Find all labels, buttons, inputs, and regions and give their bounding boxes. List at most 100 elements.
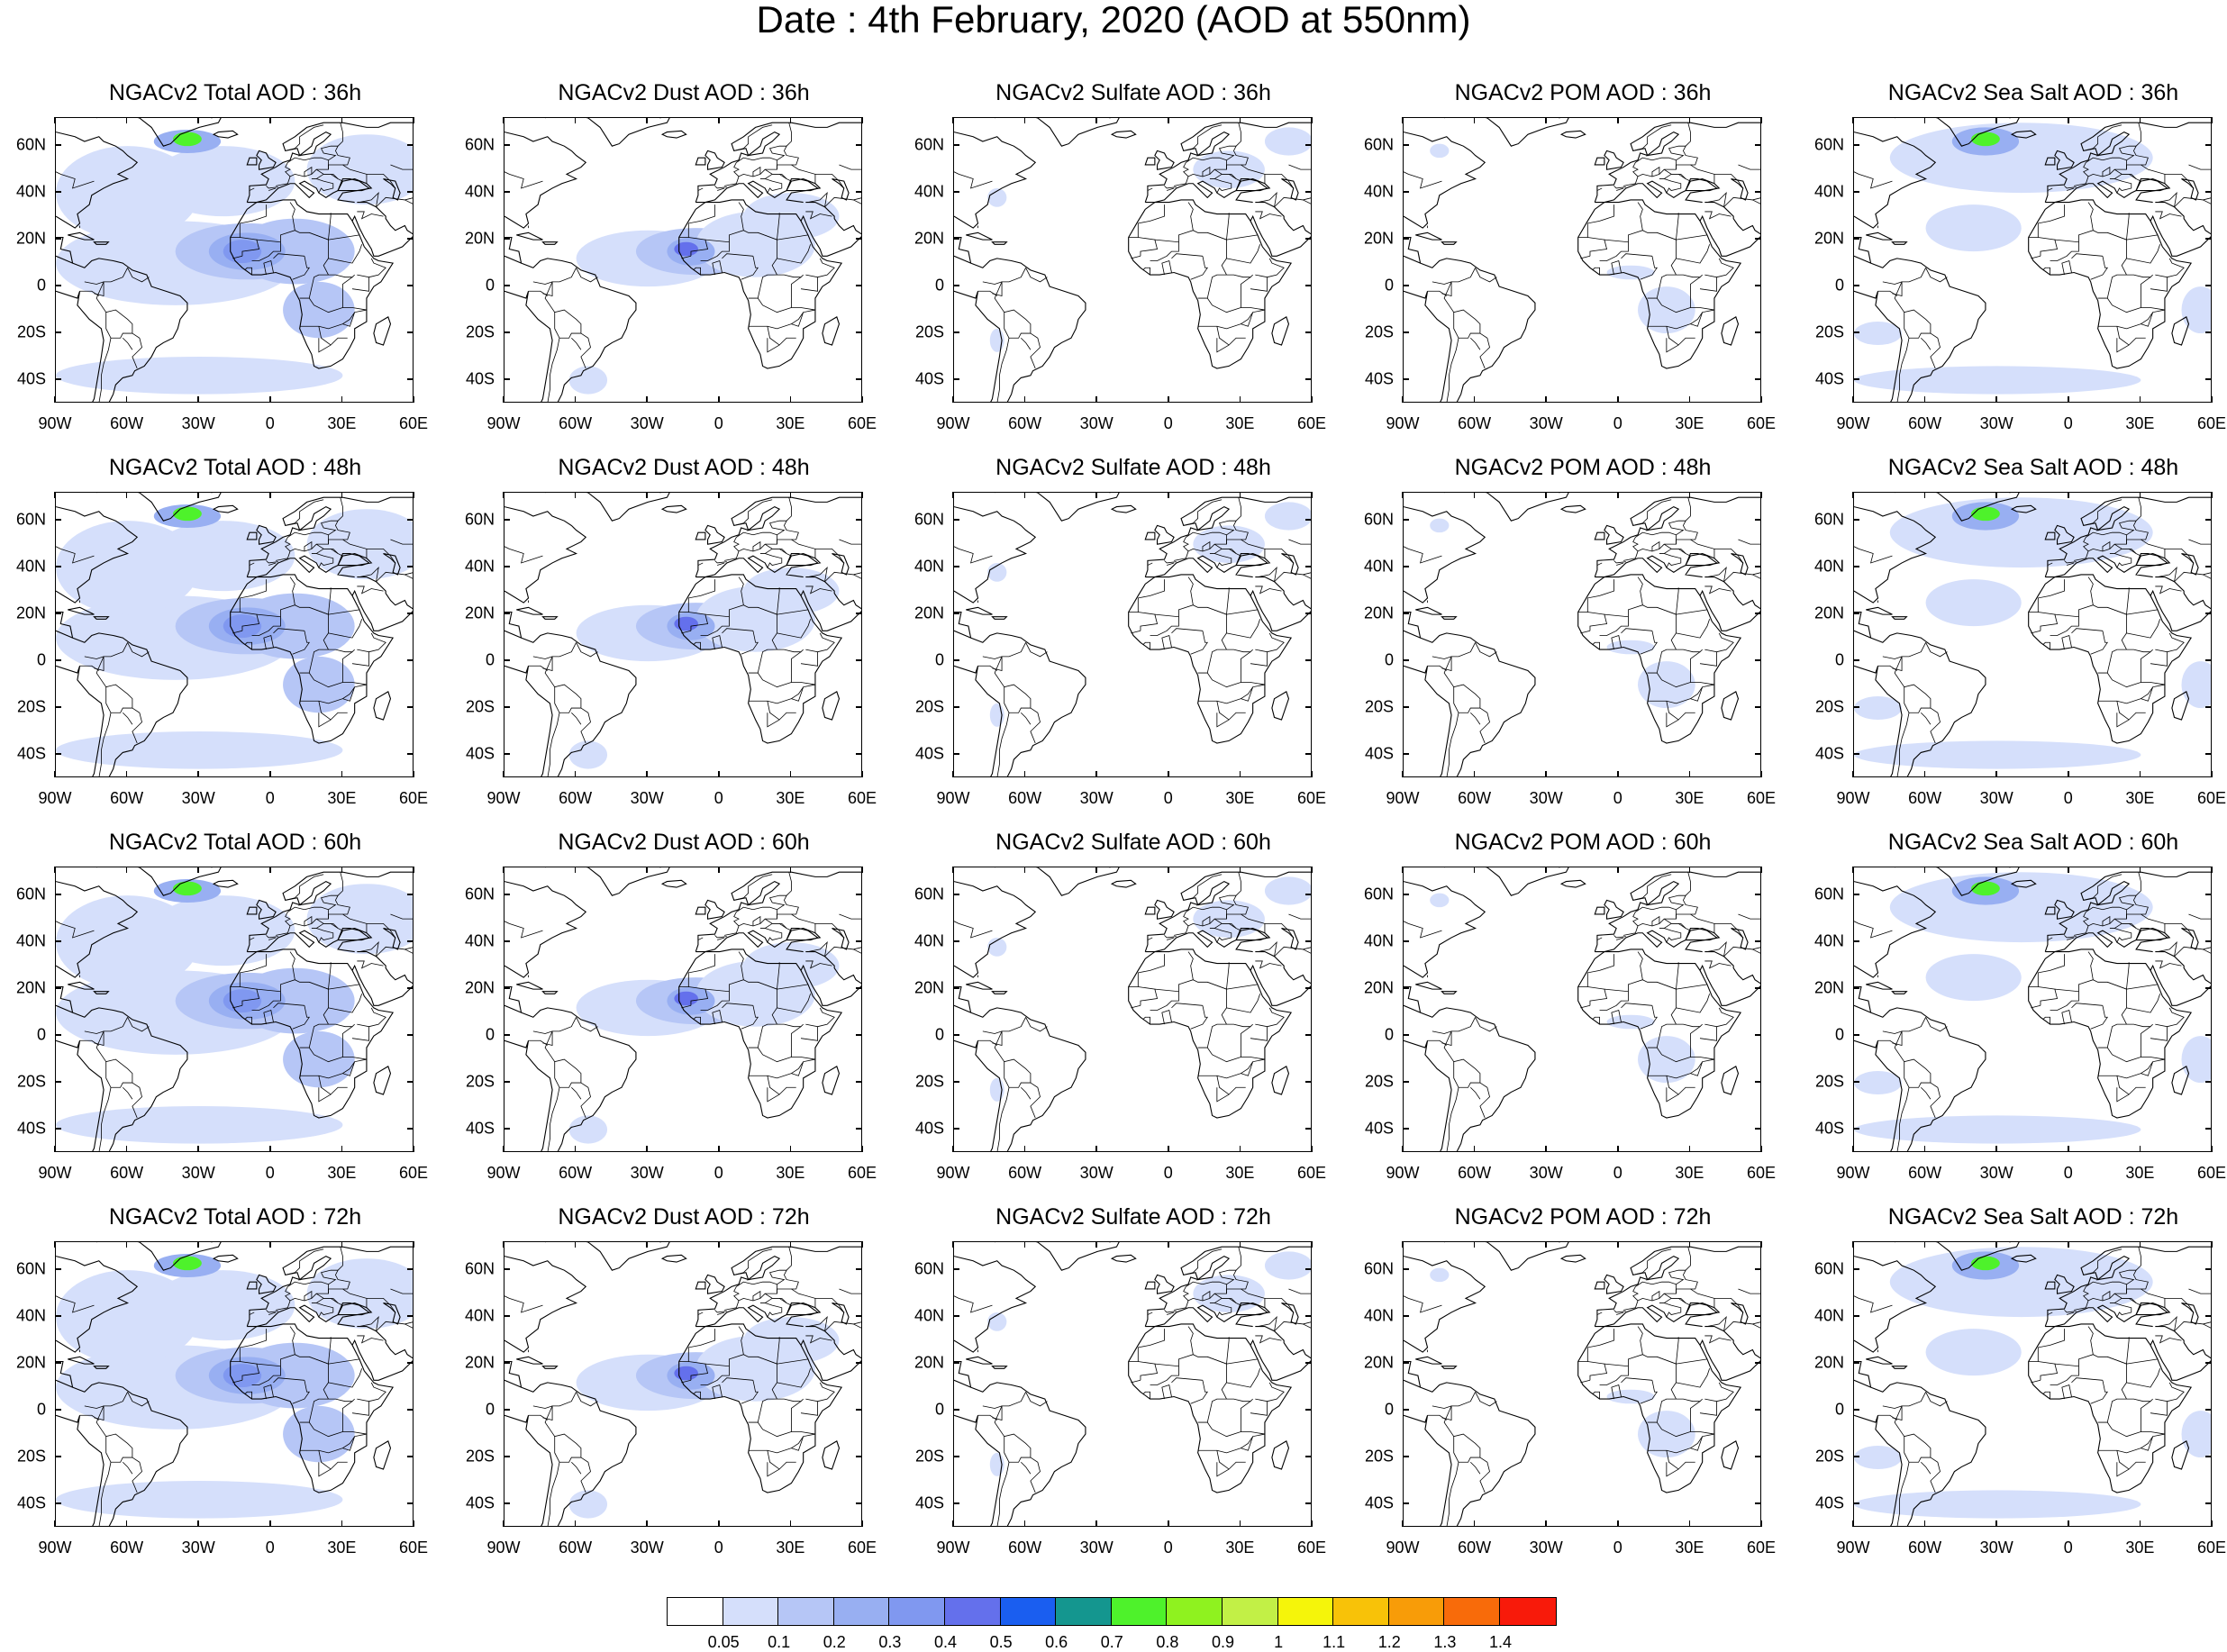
lat-tick: [55, 706, 61, 708]
longitude-label: 30E: [776, 1164, 805, 1182]
latitude-label: 60N: [1813, 135, 1844, 154]
map-frame: [953, 867, 1312, 1152]
aod-field-patch: [987, 562, 1007, 582]
latitude-label: 0: [485, 1025, 495, 1044]
lat-tick: [856, 144, 862, 146]
longitude-label: 90W: [486, 789, 521, 807]
latitude-label: 40S: [16, 369, 46, 388]
lat-tick: [856, 940, 862, 942]
aod-field-patch: [743, 942, 840, 990]
longitude-label: 60E: [847, 1539, 877, 1557]
lon-tick: [341, 1520, 343, 1527]
lat-tick: [55, 566, 61, 567]
aod-map: [56, 118, 413, 402]
lat-tick: [407, 331, 414, 333]
longitude-label: 30E: [327, 789, 357, 807]
lat-tick: [407, 753, 414, 755]
lon-tick: [1402, 1241, 1404, 1248]
lon-tick: [646, 396, 648, 403]
lat-tick: [1403, 191, 1409, 193]
aod-field-patch: [1971, 1256, 2000, 1271]
lon-tick: [1617, 771, 1619, 777]
longitude-label: 90W: [486, 1164, 521, 1182]
lon-tick: [1995, 1520, 1997, 1527]
lon-tick: [1688, 492, 1691, 498]
lat-tick: [1403, 894, 1409, 895]
aod-field-patch: [1854, 1446, 1903, 1470]
longitude-label: 60E: [1296, 1164, 1327, 1182]
longitude-label: 60W: [559, 414, 593, 432]
panel-title: NGACv2 Dust AOD : 72h: [558, 1204, 810, 1230]
lon-tick: [1168, 867, 1169, 873]
latitude-label: 40N: [914, 931, 944, 950]
aod-field-patch: [151, 1270, 295, 1341]
longitude-label: 60W: [1458, 789, 1492, 807]
map-frame: [1403, 492, 1761, 777]
lon-tick: [1095, 1241, 1097, 1248]
lat-tick: [856, 285, 862, 286]
longitude-label: 60W: [1908, 414, 1942, 432]
latitude-label: 20N: [1363, 978, 1394, 997]
lon-tick: [861, 117, 863, 123]
lat-tick: [2205, 378, 2212, 380]
latitude-label: 40N: [1813, 557, 1844, 576]
aod-field-patch: [56, 357, 343, 395]
lon-tick: [1852, 1146, 1854, 1152]
lat-tick: [504, 1128, 510, 1130]
lon-tick: [1760, 1520, 1762, 1527]
coastlines: [1404, 1242, 1760, 1526]
lon-tick: [1023, 492, 1026, 498]
lat-tick: [1305, 285, 1312, 286]
lat-tick: [1403, 331, 1409, 333]
latitude-label: 40S: [1814, 369, 1844, 388]
lat-tick: [55, 659, 61, 661]
lat-tick: [1755, 1502, 1761, 1504]
lon-tick: [1617, 1520, 1619, 1527]
lon-tick: [1852, 771, 1854, 777]
lat-tick: [1853, 1081, 1859, 1083]
lon-tick: [574, 867, 577, 873]
lat-tick: [504, 1081, 510, 1083]
lat-tick: [55, 1409, 61, 1411]
lat-tick: [1305, 191, 1312, 193]
colorbar-swatch: [1056, 1598, 1112, 1625]
lat-tick: [1755, 1034, 1761, 1036]
lat-tick: [1853, 238, 1859, 240]
lon-tick: [1760, 867, 1762, 873]
lon-tick: [789, 867, 792, 873]
latitude-label: 40N: [1363, 1306, 1394, 1325]
lat-tick: [407, 987, 414, 989]
longitude-label: 0: [714, 414, 723, 432]
lon-tick: [1617, 1241, 1619, 1248]
longitude-label: 90W: [486, 414, 521, 432]
colorbar-tick-label: 1.1: [1323, 1633, 1346, 1651]
aod-map: [954, 493, 1311, 776]
lon-tick: [2139, 771, 2141, 777]
latitude-label: 40S: [16, 744, 46, 763]
lon-tick: [789, 771, 792, 777]
colorbar-swatch: [1277, 1598, 1334, 1625]
lat-tick: [856, 1268, 862, 1270]
lon-tick: [789, 492, 792, 498]
lon-tick: [197, 1520, 199, 1527]
lon-tick: [1545, 1241, 1547, 1248]
lat-tick: [1305, 378, 1312, 380]
lon-tick: [861, 771, 863, 777]
longitude-label: 30E: [1225, 1539, 1255, 1557]
lon-tick: [503, 1520, 504, 1527]
lat-tick: [407, 1502, 414, 1504]
lat-tick: [953, 1081, 959, 1083]
coastlines: [504, 867, 861, 1151]
panel-title: NGACv2 Sulfate AOD : 48h: [995, 455, 1271, 480]
aod-field-patch: [987, 187, 1007, 207]
map-frame: [55, 117, 414, 403]
latitude-label: 0: [1384, 276, 1394, 295]
lon-tick: [2068, 771, 2069, 777]
map-frame: [55, 1241, 414, 1527]
longitude-label: 0: [1613, 1164, 1623, 1182]
lon-tick: [1923, 492, 1926, 498]
lat-tick: [504, 894, 510, 895]
lon-tick: [646, 867, 648, 873]
aod-map: [954, 867, 1311, 1151]
lat-tick: [2205, 894, 2212, 895]
